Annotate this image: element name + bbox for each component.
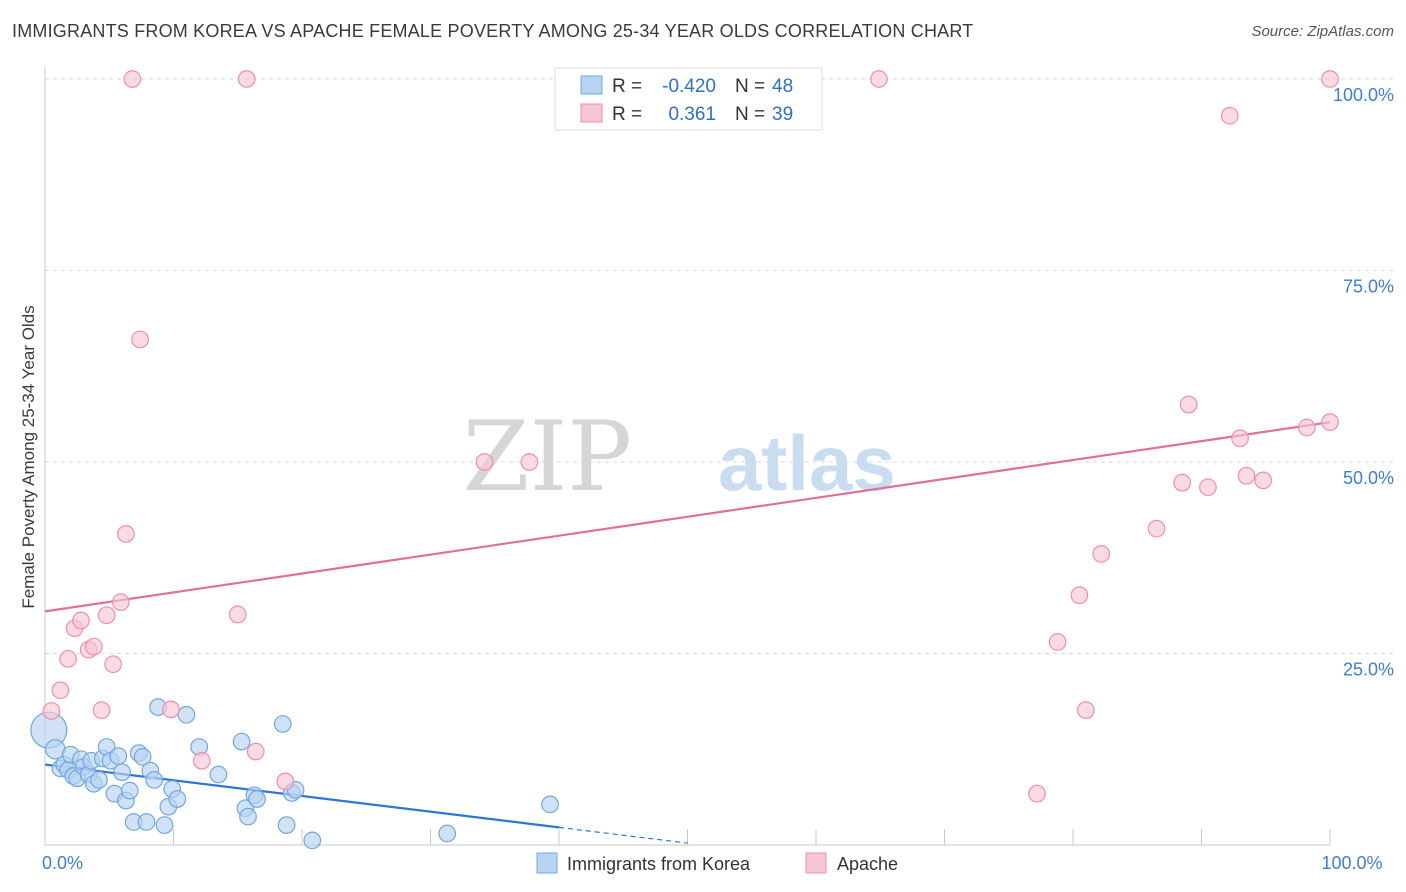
point-apache-23 [1028, 784, 1046, 803]
stats-r-label-apache: R = [612, 104, 642, 125]
point-apache-14 [162, 700, 180, 719]
point-apache-11 [117, 525, 135, 543]
point-apache-17 [237, 70, 256, 88]
point-korea-33 [177, 705, 196, 724]
trend-line-extension-0 [558, 826, 688, 844]
x-tick-label-1: 100.0% [1321, 853, 1382, 873]
point-apache-16 [228, 605, 247, 624]
point-korea-47 [541, 795, 559, 814]
stats-n-label-apache: N = [735, 104, 765, 125]
watermark-atlas: atlas [718, 419, 896, 507]
stats-swatch-apache [580, 103, 603, 123]
chart-title: IMMIGRANTS FROM KOREA VS APACHE FEMALE P… [12, 21, 974, 41]
point-korea-36 [232, 732, 251, 751]
point-apache-13 [131, 330, 149, 349]
point-apache-4 [72, 611, 90, 630]
point-apache-20 [475, 453, 494, 471]
y-axis-label: Female Poverty Among 25-34 Year Olds [19, 305, 38, 608]
point-apache-31 [1199, 478, 1217, 497]
point-apache-37 [1321, 70, 1339, 88]
point-apache-26 [1076, 701, 1095, 720]
point-apache-22 [870, 70, 888, 88]
point-apache-18 [246, 742, 265, 761]
point-apache-28 [1147, 519, 1166, 538]
point-apache-21 [520, 453, 539, 471]
point-apache-25 [1070, 586, 1089, 605]
point-korea-13 [90, 771, 108, 789]
point-korea-24 [133, 748, 152, 766]
legend-swatch-korea [536, 852, 558, 874]
trend-line-1 [44, 421, 1331, 613]
bottom-legend: Immigrants from Korea Apache [536, 852, 898, 874]
point-korea-40 [248, 790, 266, 808]
point-apache-32 [1220, 106, 1239, 125]
point-apache-0 [42, 702, 61, 720]
point-korea-41 [273, 715, 292, 733]
point-apache-35 [1254, 471, 1273, 490]
y-tick-label-1: 50.0% [1343, 468, 1394, 488]
point-korea-27 [145, 771, 164, 789]
tick-labels: 25.0% 50.0% 75.0% 100.0% 0.0% 100.0% [42, 85, 1394, 873]
stats-n-value-korea: 48 [772, 76, 793, 97]
stats-n-label-korea: N = [735, 76, 765, 97]
point-apache-30 [1179, 395, 1198, 414]
point-korea-25 [137, 813, 156, 831]
point-apache-12 [123, 70, 142, 88]
point-korea-29 [155, 816, 174, 834]
chart-source: Source: ZipAtlas.com [1251, 23, 1394, 40]
point-apache-6 [84, 637, 103, 656]
point-apache-8 [97, 606, 116, 625]
point-apache-19 [276, 772, 295, 791]
point-korea-38 [239, 807, 257, 826]
point-apache-36 [1297, 418, 1316, 437]
y-tick-label-0: 25.0% [1343, 660, 1394, 680]
points-layer [30, 70, 1339, 850]
point-apache-9 [104, 655, 122, 674]
point-korea-19 [113, 763, 131, 782]
y-tick-label-3: 100.0% [1333, 85, 1394, 105]
point-korea-45 [303, 831, 322, 850]
axis-layer [44, 67, 1331, 846]
stats-r-value-apache: 0.361 [668, 104, 716, 125]
stats-legend: R = -0.420 N = 48 R = 0.361 N = 39 [554, 67, 823, 131]
x-tick-label-0: 0.0% [42, 853, 83, 873]
point-korea-18 [109, 747, 128, 766]
stats-r-value-korea: -0.420 [662, 76, 716, 97]
legend-label-apache: Apache [837, 854, 898, 874]
point-apache-15 [192, 751, 211, 770]
trend-layer [44, 421, 1331, 844]
legend-label-korea: Immigrants from Korea [567, 854, 751, 874]
point-apache-33 [1231, 429, 1249, 448]
stats-n-value-apache: 39 [772, 104, 793, 125]
point-apache-27 [1092, 545, 1111, 563]
point-apache-29 [1173, 473, 1192, 492]
point-korea-32 [168, 790, 187, 808]
grid-layer [45, 78, 1396, 654]
point-apache-2 [59, 649, 78, 668]
y-tick-label-2: 75.0% [1343, 277, 1394, 297]
stats-r-label-korea: R = [612, 76, 642, 97]
legend-swatch-apache [805, 852, 827, 874]
point-korea-42 [277, 816, 296, 834]
trend-line-0 [44, 763, 560, 829]
point-korea-46 [438, 824, 457, 843]
point-apache-38 [1321, 413, 1339, 432]
stats-swatch-korea [580, 75, 603, 95]
point-apache-10 [111, 593, 130, 612]
point-korea-35 [209, 765, 228, 784]
point-apache-24 [1048, 633, 1067, 651]
point-apache-34 [1237, 466, 1256, 485]
point-korea-21 [120, 781, 139, 800]
point-apache-1 [51, 681, 70, 700]
point-apache-7 [92, 701, 111, 720]
